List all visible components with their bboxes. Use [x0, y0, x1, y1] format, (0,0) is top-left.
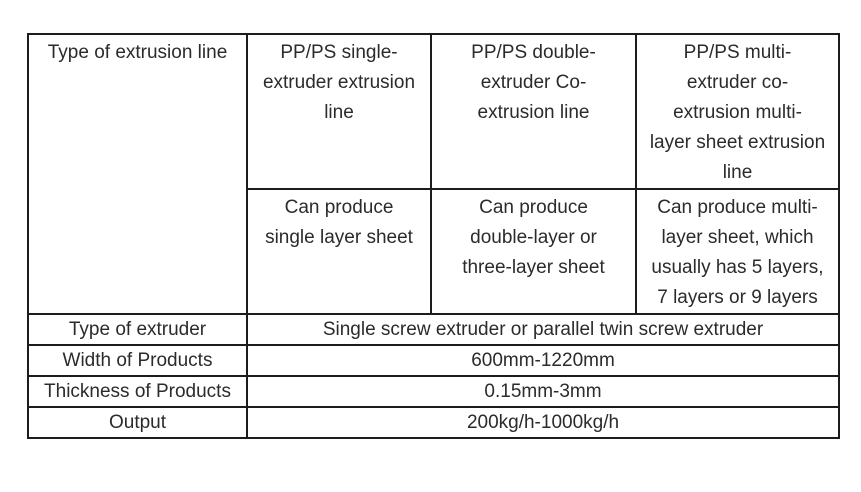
table-row-type-of-extruder: Type of extruder Single screw extruder o…	[27, 313, 840, 346]
cell-width-of-products-value: 600mm-1220mm	[246, 344, 840, 377]
cell-type-of-extruder-value: Single screw extruder or parallel twin s…	[246, 313, 840, 346]
table-row-thickness-of-products: Thickness of Products 0.15mm-3mm	[27, 375, 840, 408]
cell-thickness-of-products-value: 0.15mm-3mm	[246, 375, 840, 408]
row-header-output: Output	[27, 406, 248, 439]
table-row-extrusion-line-types: Type of extrusion line PP/PS single- ext…	[27, 33, 840, 315]
row-header-thickness-of-products: Thickness of Products	[27, 375, 248, 408]
cell-capability-single-layer: Can produce single layer sheet	[246, 188, 432, 315]
table-row-capabilities: Can produce single layer sheet Can produ…	[28, 188, 840, 315]
table-row-output: Output 200kg/h-1000kg/h	[27, 406, 840, 439]
table-row-width-of-products: Width of Products 600mm-1220mm	[27, 344, 840, 377]
row-header-type-of-extruder: Type of extruder	[27, 313, 248, 346]
cell-output-value: 200kg/h-1000kg/h	[246, 406, 840, 439]
row-header-width-of-products: Width of Products	[27, 344, 248, 377]
row-header-type-of-extrusion-line: Type of extrusion line	[27, 33, 248, 315]
cell-line-type-double-extruder: PP/PS double- extruder Co- extrusion lin…	[430, 33, 637, 190]
cell-line-type-multi-extruder: PP/PS multi- extruder co- extrusion mult…	[635, 33, 840, 190]
cell-capability-double-or-three-layer: Can produce double-layer or three-layer …	[430, 188, 637, 315]
cell-capability-multi-layer: Can produce multi- layer sheet, which us…	[635, 188, 840, 315]
extrusion-line-spec-table: Type of extrusion line PP/PS single- ext…	[27, 33, 840, 439]
cell-line-type-single-extruder: PP/PS single- extruder extrusion line	[246, 33, 432, 190]
